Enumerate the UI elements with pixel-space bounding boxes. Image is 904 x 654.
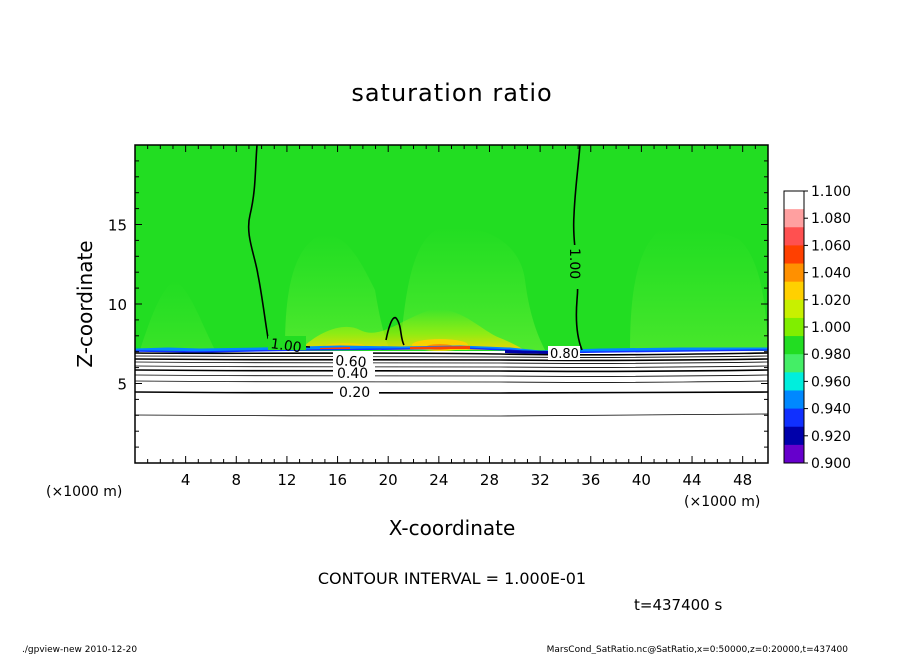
contour-lines (135, 352, 768, 417)
colorbar-label: 1.020 (811, 293, 851, 309)
y-tick-label: 5 (117, 376, 127, 394)
contour-label-bg (333, 352, 373, 366)
colorbar-label: 0.920 (811, 429, 851, 445)
colorbar-label: 0.900 (811, 456, 851, 472)
x-tick-label: 24 (429, 471, 448, 489)
y-axis-ticks: 5 10 15 (108, 160, 768, 448)
x-axis-ticks: 4 8 12 16 20 24 28 32 36 40 44 48 (147, 145, 756, 489)
boundary-band (135, 345, 768, 354)
colorbar-swatch (784, 245, 804, 265)
colorbar-swatch (784, 444, 804, 464)
field-patch (140, 280, 215, 350)
colorbar-label: 0.940 (811, 402, 851, 418)
contour-label: 1.00 (566, 248, 582, 279)
colorbar-swatch (784, 426, 804, 446)
y-tick-label: 10 (108, 296, 127, 314)
x-tick-label: 20 (379, 471, 398, 489)
contour-label: 1.00 (269, 336, 302, 356)
colorbar-swatch (784, 390, 804, 410)
x-unit-left: (×1000 m) (46, 484, 122, 500)
boundary-dark (410, 346, 470, 349)
contour-label-bg (548, 346, 580, 360)
x-tick-label: 16 (328, 471, 347, 489)
colorbar-swatch (784, 227, 804, 246)
field-patch (285, 234, 390, 350)
colorbar-swatch (784, 191, 804, 210)
x-tick-label: 8 (232, 471, 242, 489)
x-tick-label: 44 (682, 471, 701, 489)
colorbar-label: 0.960 (811, 374, 851, 390)
x-tick-label: 36 (581, 471, 600, 489)
plot-area: 1.00 1.00 0.60 0.40 0.20 0.80 (135, 145, 768, 463)
x-tick-label: 12 (277, 471, 296, 489)
colorbar-swatch (784, 336, 804, 355)
contour-label: 0.20 (339, 385, 370, 401)
contour-label-bg (268, 336, 306, 350)
x-tick-label: 40 (632, 471, 651, 489)
contour-label-bg (333, 384, 379, 398)
y-tick-label: 15 (108, 217, 127, 235)
x-unit-right: (×1000 m) (684, 494, 760, 510)
footer-left: ./gpview-new 2010-12-20 (22, 645, 137, 654)
colorbar-label: 0.980 (811, 347, 851, 363)
colorbar-label: 1.000 (811, 320, 851, 336)
contour-interval-text: CONTOUR INTERVAL = 1.000E-01 (318, 569, 586, 588)
colorbar-swatch (784, 281, 804, 301)
boundary-band (135, 347, 768, 354)
colorbar-swatch (784, 372, 804, 391)
contour-label: 0.60 (335, 353, 367, 371)
time-text: t=437400 s (634, 596, 722, 614)
x-tick-label: 28 (480, 471, 499, 489)
contour-label-bg (333, 364, 375, 378)
colorbar-swatch (784, 408, 804, 428)
x-tick-label: 32 (531, 471, 550, 489)
contour-label-bg (565, 245, 585, 289)
colorbar-label: 1.100 (811, 184, 851, 200)
field-patch (630, 228, 768, 350)
contour-label: 0.40 (337, 366, 368, 382)
x-tick-label: 4 (181, 471, 191, 489)
colorbar-swatch (784, 299, 804, 319)
x-tick-label: 48 (733, 471, 752, 489)
y-axis-label: Z-coordinate (73, 240, 97, 367)
colorbar: 1.100 1.080 1.060 1.040 1.020 1.000 0.980 0.960… (783, 184, 851, 472)
boundary-dark (505, 350, 548, 354)
x-axis-label: X-coordinate (389, 516, 516, 540)
colorbar-label: 1.040 (811, 266, 851, 282)
footer-right: MarsCond_SatRatio.nc@SatRatio,x=0:50000,… (547, 645, 849, 654)
colorbar-swatch (784, 209, 804, 228)
boundary-dark (320, 347, 350, 349)
colorbar-swatch (784, 317, 804, 337)
field-lower (135, 351, 768, 463)
chart-title: saturation ratio (351, 79, 552, 107)
colorbar-swatch (784, 354, 804, 373)
contour-label: 0.80 (550, 347, 579, 362)
colorbar-label: 1.080 (811, 211, 851, 227)
colorbar-swatch (784, 263, 804, 283)
colorbar-label: 1.060 (811, 238, 851, 254)
warm-band (300, 309, 525, 350)
